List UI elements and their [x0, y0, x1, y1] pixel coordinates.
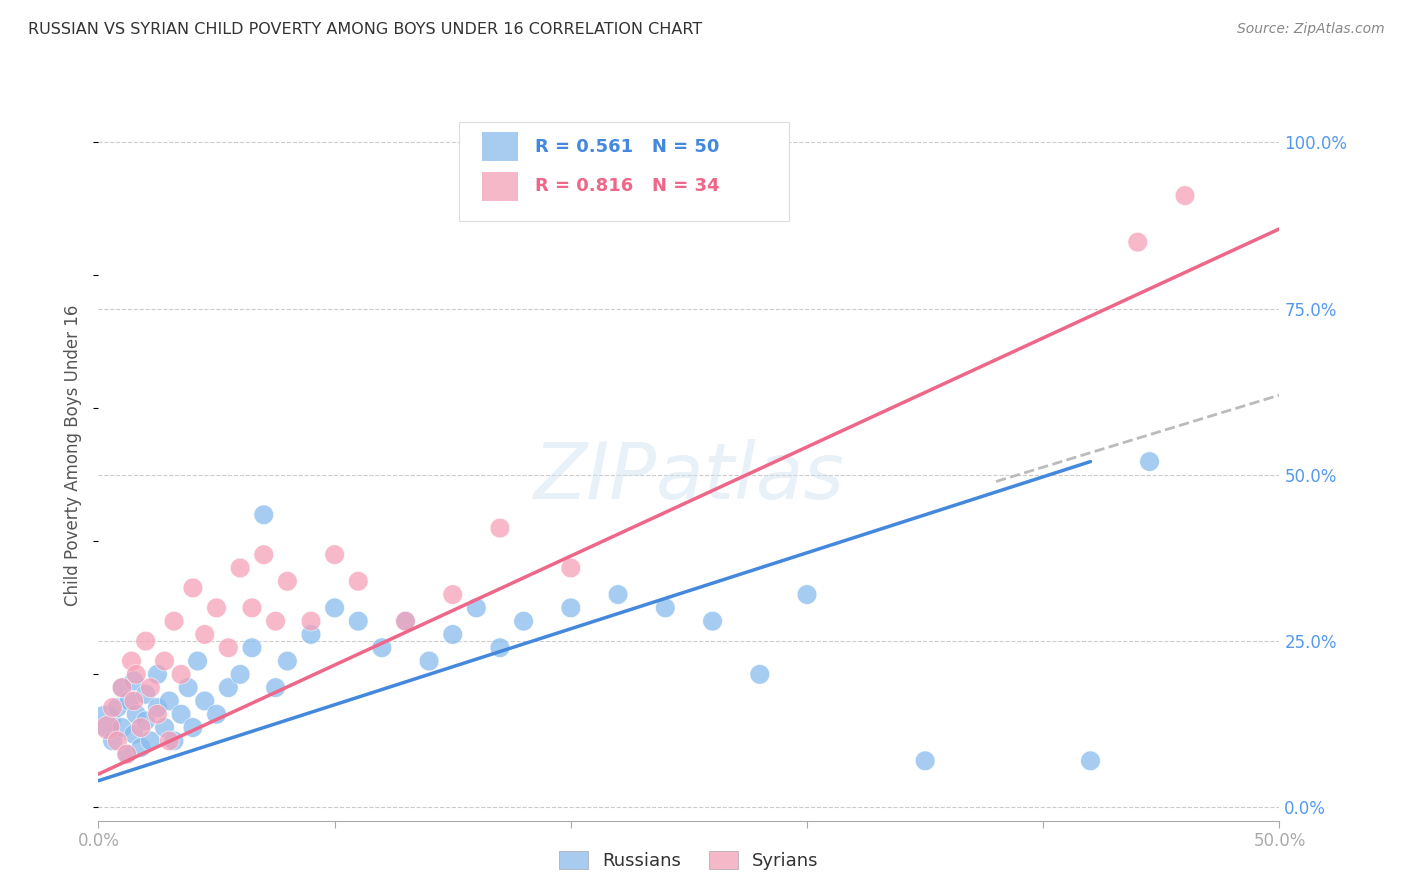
- FancyBboxPatch shape: [482, 132, 517, 161]
- Point: [229, 561, 252, 575]
- Point: [177, 681, 200, 695]
- Point: [181, 721, 204, 735]
- Point: [170, 667, 193, 681]
- Point: [264, 614, 287, 628]
- Point: [560, 600, 582, 615]
- Legend: Russians, Syrians: Russians, Syrians: [553, 844, 825, 878]
- Point: [489, 521, 512, 535]
- Point: [1126, 235, 1149, 249]
- Point: [129, 740, 152, 755]
- Point: [153, 654, 176, 668]
- Point: [115, 747, 138, 761]
- Point: [146, 667, 169, 681]
- Point: [122, 694, 145, 708]
- Point: [94, 714, 117, 728]
- Point: [205, 600, 228, 615]
- Point: [394, 614, 416, 628]
- FancyBboxPatch shape: [482, 171, 517, 201]
- Point: [371, 640, 394, 655]
- Point: [139, 734, 162, 748]
- Point: [702, 614, 724, 628]
- Point: [163, 734, 186, 748]
- Text: RUSSIAN VS SYRIAN CHILD POVERTY AMONG BOYS UNDER 16 CORRELATION CHART: RUSSIAN VS SYRIAN CHILD POVERTY AMONG BO…: [28, 22, 703, 37]
- Point: [135, 714, 157, 728]
- Point: [914, 754, 936, 768]
- Point: [1174, 188, 1197, 202]
- Text: R = 0.816   N = 34: R = 0.816 N = 34: [536, 178, 720, 195]
- Y-axis label: Child Poverty Among Boys Under 16: Child Poverty Among Boys Under 16: [65, 304, 83, 606]
- Point: [323, 600, 346, 615]
- Point: [105, 700, 128, 714]
- Point: [217, 681, 239, 695]
- Point: [441, 627, 464, 641]
- Point: [139, 681, 162, 695]
- Point: [181, 581, 204, 595]
- Point: [654, 600, 676, 615]
- Point: [194, 627, 217, 641]
- Point: [97, 721, 120, 735]
- Point: [163, 614, 186, 628]
- Point: [129, 721, 152, 735]
- Point: [748, 667, 770, 681]
- Point: [122, 673, 145, 688]
- Point: [111, 681, 134, 695]
- Point: [170, 707, 193, 722]
- Point: [441, 588, 464, 602]
- Point: [1080, 754, 1102, 768]
- Text: Source: ZipAtlas.com: Source: ZipAtlas.com: [1237, 22, 1385, 37]
- Point: [118, 694, 141, 708]
- Point: [135, 634, 157, 648]
- Point: [101, 734, 124, 748]
- Text: R = 0.561   N = 50: R = 0.561 N = 50: [536, 137, 720, 156]
- Point: [125, 707, 148, 722]
- Point: [187, 654, 209, 668]
- Point: [347, 614, 370, 628]
- Point: [157, 694, 180, 708]
- Point: [157, 734, 180, 748]
- Point: [125, 667, 148, 681]
- Text: ZIPatlas: ZIPatlas: [533, 439, 845, 515]
- Point: [299, 627, 322, 641]
- Point: [217, 640, 239, 655]
- Point: [465, 600, 488, 615]
- Point: [418, 654, 440, 668]
- Point: [1139, 454, 1161, 468]
- Point: [153, 721, 176, 735]
- Point: [146, 700, 169, 714]
- Point: [323, 548, 346, 562]
- Point: [229, 667, 252, 681]
- Point: [560, 561, 582, 575]
- Point: [253, 548, 276, 562]
- FancyBboxPatch shape: [458, 122, 789, 221]
- Point: [111, 681, 134, 695]
- Point: [253, 508, 276, 522]
- Point: [299, 614, 322, 628]
- Point: [394, 614, 416, 628]
- Point: [264, 681, 287, 695]
- Point: [489, 640, 512, 655]
- Point: [105, 734, 128, 748]
- Point: [101, 700, 124, 714]
- Point: [121, 654, 143, 668]
- Point: [607, 588, 630, 602]
- Point: [347, 574, 370, 589]
- Point: [796, 588, 818, 602]
- Point: [240, 640, 263, 655]
- Point: [135, 687, 157, 701]
- Point: [194, 694, 217, 708]
- Point: [115, 747, 138, 761]
- Point: [512, 614, 534, 628]
- Point: [111, 721, 134, 735]
- Point: [146, 707, 169, 722]
- Point: [122, 727, 145, 741]
- Point: [240, 600, 263, 615]
- Point: [276, 574, 298, 589]
- Point: [276, 654, 298, 668]
- Point: [205, 707, 228, 722]
